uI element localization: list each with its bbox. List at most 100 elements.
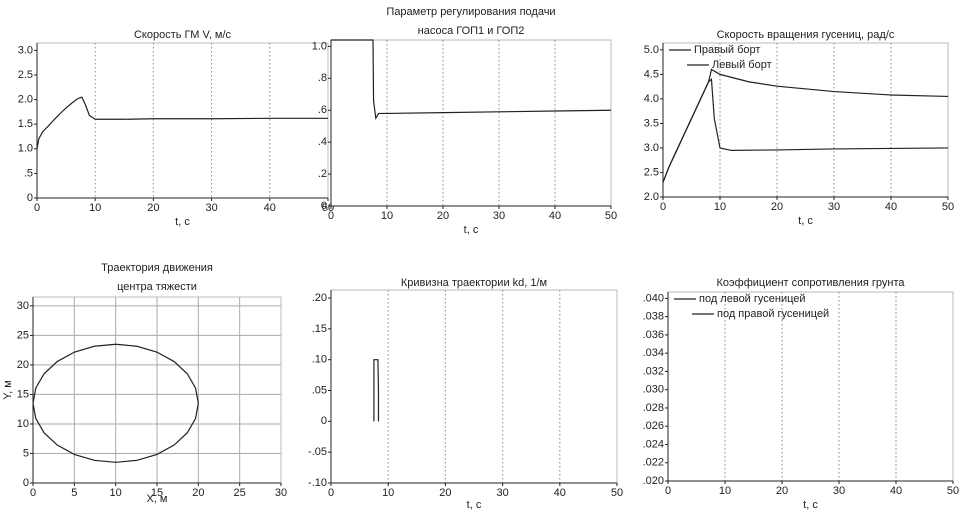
y-tick-label: 3.0 — [644, 142, 659, 154]
y-tick-label: 10 — [17, 418, 29, 430]
x-tick-label: 50 — [942, 201, 954, 213]
y-tick-label: .030 — [643, 384, 664, 396]
y-tick-label: 30 — [17, 300, 29, 312]
y-tick-label: .10 — [312, 354, 327, 366]
x-tick-label: 30 — [828, 201, 840, 213]
x-tick-label: 20 — [147, 202, 159, 214]
x-tick-label: 40 — [549, 210, 561, 222]
y-tick-label: 2.0 — [644, 191, 659, 203]
y-tick-label: .2 — [318, 168, 327, 180]
x-tick-label: 20 — [439, 487, 451, 499]
legend-label: под правой гусеницей — [717, 308, 829, 320]
chart-title: Траектория движения — [101, 262, 213, 274]
y-tick-label: 5.0 — [644, 44, 659, 56]
y-tick-label: .05 — [312, 384, 327, 396]
y-tick-label: .6 — [318, 104, 327, 116]
y-axis-label: Y, м — [2, 380, 14, 400]
y-tick-label: 25 — [17, 329, 29, 341]
y-tick-label: 2.0 — [18, 93, 33, 105]
x-tick-label: 50 — [611, 487, 623, 499]
y-tick-label: .022 — [643, 457, 664, 469]
x-tick-label: 30 — [205, 202, 217, 214]
x-tick-label: 40 — [890, 485, 902, 497]
chart-title: Скорость ГМ V, м/с — [134, 29, 232, 41]
x-tick-label: 20 — [437, 210, 449, 222]
x-tick-label: 10 — [719, 485, 731, 497]
x-tick-label: 10 — [89, 202, 101, 214]
x-tick-label: 0 — [660, 201, 666, 213]
plot-frame — [662, 42, 949, 198]
x-axis-label: t, c — [464, 224, 479, 236]
x-axis-label: t, c — [798, 215, 813, 227]
x-tick-label: 0 — [328, 210, 334, 222]
y-tick-label: 4.0 — [644, 93, 659, 105]
y-tick-label: 1.0 — [18, 143, 33, 155]
x-tick-label: 10 — [714, 201, 726, 213]
data-line — [36, 96, 328, 149]
y-tick-label: 20 — [17, 359, 29, 371]
x-tick-label: 10 — [382, 487, 394, 499]
y-tick-label: 2.5 — [644, 166, 659, 178]
x-tick-label: 10 — [110, 487, 122, 499]
data-line — [331, 39, 612, 121]
y-tick-label: 5 — [23, 447, 29, 459]
y-tick-label: 3.5 — [644, 117, 659, 129]
x-axis-label: t, c — [803, 499, 818, 511]
x-tick-label: 40 — [885, 201, 897, 213]
x-axis-label: X, м — [146, 493, 167, 505]
y-tick-label: .4 — [318, 136, 327, 148]
x-tick-label: 10 — [381, 210, 393, 222]
x-tick-label: 30 — [275, 487, 287, 499]
y-tick-label: .20 — [312, 292, 327, 304]
x-tick-label: 20 — [771, 201, 783, 213]
x-tick-label: 30 — [833, 485, 845, 497]
y-tick-label: .020 — [643, 475, 664, 487]
x-tick-label: 30 — [493, 210, 505, 222]
chart-title: Скорость вращения гусениц, рад/с — [717, 29, 895, 41]
y-tick-label: .026 — [643, 420, 664, 432]
x-tick-label: 40 — [264, 202, 276, 214]
y-tick-label: .032 — [643, 365, 664, 377]
y-tick-label: 3.0 — [18, 44, 33, 56]
y-tick-label: .038 — [643, 311, 664, 323]
data-line — [662, 68, 949, 183]
y-tick-label: 0 — [23, 477, 29, 489]
legend-label: Левый борт — [712, 59, 772, 71]
x-tick-label: 0 — [34, 202, 40, 214]
legend-label: под левой гусеницей — [699, 293, 806, 305]
x-axis-label: t, c — [467, 499, 482, 511]
x-axis-label: t, c — [175, 216, 190, 228]
y-tick-label: .024 — [643, 438, 664, 450]
y-tick-label: -.10 — [308, 477, 327, 489]
y-tick-label: 1.5 — [18, 118, 33, 130]
data-line — [373, 359, 380, 422]
x-tick-label: 20 — [776, 485, 788, 497]
chart-title: насоса ГОП1 и ГОП2 — [418, 25, 525, 37]
x-tick-label: 20 — [192, 487, 204, 499]
x-tick-label: 0 — [328, 487, 334, 499]
chart-title: Кривизна траектории kd, 1/м — [401, 277, 547, 289]
y-tick-label: .028 — [643, 402, 664, 414]
x-tick-label: 5 — [71, 487, 77, 499]
y-tick-label: .036 — [643, 329, 664, 341]
y-tick-label: 4.5 — [644, 68, 659, 80]
y-tick-label: -.05 — [308, 446, 327, 458]
plot-frame — [667, 291, 954, 482]
y-tick-label: .8 — [318, 72, 327, 84]
legend-label: Правый борт — [694, 44, 760, 56]
y-tick-label: 2.5 — [18, 69, 33, 81]
data-line — [32, 343, 199, 463]
y-tick-label: .5 — [24, 167, 33, 179]
chart-title: Параметр регулирования подачи — [386, 6, 555, 18]
x-tick-label: 25 — [234, 487, 246, 499]
y-tick-label: 0 — [321, 415, 327, 427]
x-tick-label: 50 — [947, 485, 959, 497]
y-tick-label: .040 — [643, 292, 664, 304]
x-tick-label: 15 — [151, 487, 163, 499]
plot-frame — [36, 42, 329, 199]
y-tick-label: .034 — [643, 347, 664, 359]
y-tick-label: 15 — [17, 388, 29, 400]
chart-title: Коэффициент сопротивления грунта — [717, 277, 906, 289]
y-tick-label: 0 — [321, 200, 327, 212]
y-tick-label: 0 — [27, 192, 33, 204]
